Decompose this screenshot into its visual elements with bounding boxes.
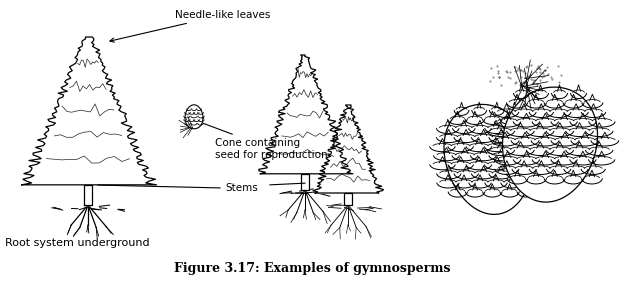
Polygon shape [22,37,157,185]
Text: Root system underground: Root system underground [5,238,150,248]
Text: Needle-like leaves: Needle-like leaves [110,10,270,42]
Polygon shape [84,185,92,205]
Text: Cone containing
seed for reproduction: Cone containing seed for reproduction [193,119,328,160]
Text: Stems: Stems [225,183,258,193]
Polygon shape [301,174,309,190]
Polygon shape [259,55,353,174]
Polygon shape [185,105,203,129]
Polygon shape [444,104,532,215]
Polygon shape [344,193,352,205]
Polygon shape [502,87,598,202]
Polygon shape [313,105,384,193]
Text: Figure 3.17: Examples of gymnosperms: Figure 3.17: Examples of gymnosperms [173,262,451,275]
